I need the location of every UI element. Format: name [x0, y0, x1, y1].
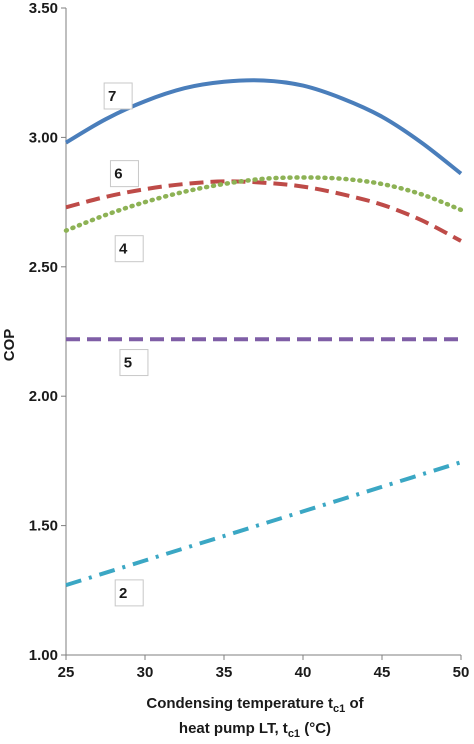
series-tag-label: 7	[108, 88, 116, 105]
series-line-2	[65, 460, 462, 588]
y-tick-label: 2.50	[29, 259, 58, 276]
series-line-6	[65, 179, 462, 243]
series-tag-box	[114, 235, 144, 263]
series-tag-label: 6	[114, 166, 122, 183]
x-axis-label-line-2-main: heat pump LT, t	[179, 720, 288, 737]
x-axis-label-line-1-subscript: c1	[333, 703, 345, 715]
x-tick-label: 45	[374, 664, 391, 681]
x-tick-label: 35	[216, 664, 233, 681]
series-tag-2: 2	[114, 579, 144, 607]
series-tag-4: 4	[114, 235, 144, 263]
y-tick-label: 3.50	[29, 0, 58, 17]
annotation-layer: 7 6 4 5 2	[103, 82, 149, 607]
y-axis-label: COP	[1, 329, 18, 362]
x-tick-label: 40	[295, 664, 312, 681]
series-tag-label: 4	[119, 241, 128, 258]
series-tag-label: 5	[124, 355, 132, 372]
y-tick-label: 2.00	[29, 388, 58, 405]
series-tag-5: 5	[119, 349, 149, 377]
x-tick-label: 50	[453, 664, 470, 681]
y-tick-label: 1.00	[29, 647, 58, 664]
series-tag-6: 6	[109, 160, 139, 188]
series-tag-box	[114, 579, 144, 607]
x-axis-label-line-2-tail: (°C)	[300, 720, 331, 737]
series-layer	[63, 78, 464, 588]
series-tag-7: 7	[103, 82, 133, 110]
series-tag-box	[109, 160, 139, 188]
x-tick-label: 25	[58, 664, 75, 681]
x-axis-label-line-2-subscript: c1	[288, 728, 300, 740]
series-tag-box	[103, 82, 133, 110]
x-axis-label-line-1-tail: of	[345, 695, 364, 712]
x-axis-label-line-1: Condensing temperature tc1 of	[146, 695, 364, 715]
x-axis-label-line-2: heat pump LT, tc1 (°C)	[179, 720, 331, 740]
series-tag-box	[119, 349, 149, 377]
series-tag-label: 2	[119, 585, 127, 602]
series-line-4	[63, 175, 464, 233]
y-tick-label: 3.00	[29, 129, 58, 146]
y-tick-label: 1.50	[29, 518, 58, 535]
x-axis-label-line-1-main: Condensing temperature t	[146, 695, 333, 712]
series-line-7	[64, 78, 463, 176]
x-tick-label: 30	[137, 664, 154, 681]
